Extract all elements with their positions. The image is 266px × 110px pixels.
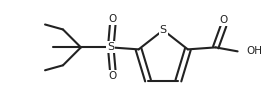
Text: O: O — [219, 15, 228, 25]
Text: O: O — [109, 14, 117, 24]
Text: S: S — [107, 42, 114, 52]
Text: O: O — [109, 71, 117, 81]
Text: S: S — [160, 25, 167, 35]
Text: OH: OH — [247, 46, 263, 56]
